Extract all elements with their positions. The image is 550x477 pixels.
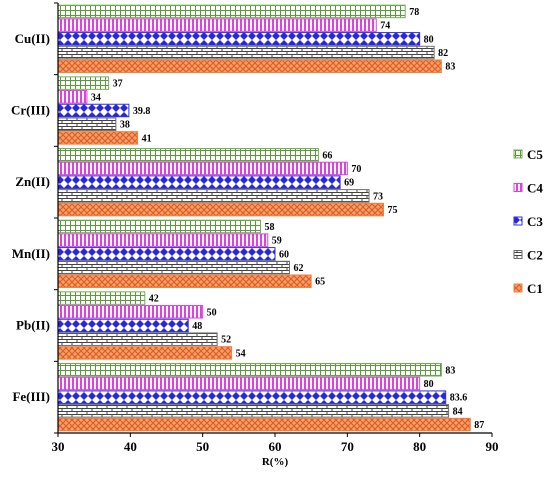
legend-label-c5: C5 <box>527 147 543 162</box>
data-label: 42 <box>149 294 159 305</box>
category-label: Cr(III) <box>11 103 50 118</box>
bar-c4-pbii <box>57 305 204 319</box>
bar-c4-cuii <box>57 18 377 32</box>
category-label: Mn(II) <box>12 246 50 261</box>
bar-c3-mnii <box>57 247 276 261</box>
data-label: 82 <box>438 48 448 59</box>
data-label: 37 <box>113 79 123 90</box>
data-label: 62 <box>293 263 303 274</box>
data-label: 50 <box>207 307 217 318</box>
bar-c3-criii <box>57 103 130 118</box>
data-label: 54 <box>236 348 246 359</box>
x-tick-label: 40 <box>124 439 137 454</box>
bar-c1-feiii <box>57 417 471 432</box>
legend-label-c3: C3 <box>527 214 543 229</box>
data-label: 65 <box>315 277 325 288</box>
bar-c2-pbii <box>57 332 218 346</box>
data-label: 83 <box>445 365 455 376</box>
bar-c3-pbii <box>57 318 189 333</box>
legend-label-c4: C4 <box>527 181 543 196</box>
bar-c2-feiii <box>57 404 450 418</box>
bar-c1-criii <box>57 131 139 145</box>
data-label: 38 <box>120 120 130 131</box>
data-label: 48 <box>192 321 202 332</box>
data-label: 39.8 <box>133 106 151 117</box>
bar-c4-mnii <box>57 233 269 247</box>
x-tick-label: 80 <box>413 439 426 454</box>
legend: C5 C4 C3 C2 C1 <box>513 147 543 296</box>
x-tick-label: 70 <box>341 439 354 454</box>
bar-c5-pbii <box>57 291 146 305</box>
bar-c4-feiii <box>57 376 421 391</box>
data-label: 84 <box>453 406 463 417</box>
legend-swatch-c1 <box>513 283 523 293</box>
bar-c2-cuii <box>57 45 435 60</box>
bar-c5-znii <box>57 148 319 162</box>
data-label: 73 <box>373 191 383 202</box>
bar-c5-cuii <box>57 4 406 19</box>
bar-c3-feiii <box>57 390 447 404</box>
x-tick-label: 90 <box>486 439 499 454</box>
x-tick-label: 50 <box>196 439 209 454</box>
plot-area: 87 84 83.6 80 83 54 52 48 50 42 65 62 60 59 58 75 73 69 70… <box>54 2 484 434</box>
data-label: 69 <box>344 178 354 189</box>
legend-swatch-c5 <box>513 149 523 159</box>
data-label: 60 <box>279 249 289 260</box>
legend-swatch-c2 <box>513 250 523 259</box>
bar-c1-pbii <box>57 346 233 360</box>
category-label: Zn(II) <box>15 174 50 189</box>
data-label: 78 <box>409 7 419 18</box>
category-label: Fe(III) <box>12 389 50 404</box>
bar-c2-criii <box>57 117 117 131</box>
bar-c4-znii <box>57 161 348 176</box>
category-label: Pb(II) <box>16 318 50 333</box>
x-tick-label: 60 <box>269 439 282 454</box>
bar-c3-znii <box>57 175 341 189</box>
data-label: 83 <box>445 62 455 73</box>
legend-swatch-c4 <box>513 183 523 192</box>
data-label: 87 <box>474 420 484 431</box>
bar-c2-znii <box>57 189 370 203</box>
x-tick-label: 30 <box>52 439 65 454</box>
legend-label-c2: C2 <box>527 248 543 263</box>
data-label: 74 <box>380 21 390 32</box>
data-label: 70 <box>351 164 361 175</box>
data-label: 75 <box>388 205 398 216</box>
data-label: 41 <box>142 133 152 144</box>
data-label: 80 <box>424 34 434 45</box>
x-axis-title: R(%) <box>262 456 289 468</box>
data-label: 66 <box>322 150 332 161</box>
bar-c5-feiii <box>57 363 442 377</box>
bar-c2-mnii <box>57 260 290 275</box>
data-label: 34 <box>91 92 101 103</box>
bar-c1-cuii <box>57 59 442 73</box>
data-label: 52 <box>221 335 231 346</box>
data-label: 83.6 <box>450 393 468 404</box>
bar-c5-mnii <box>57 219 262 234</box>
data-label: 58 <box>265 222 275 233</box>
data-label: 80 <box>424 379 434 390</box>
category-label: Cu(II) <box>15 31 50 46</box>
bar-c1-mnii <box>57 274 312 288</box>
legend-label-c1: C1 <box>527 281 543 296</box>
bar-c1-znii <box>57 202 384 217</box>
data-label: 59 <box>272 236 282 247</box>
category-labels: Fe(III) Pb(II) Mn(II) Zn(II) Cr(III) Cu(II) <box>11 31 50 404</box>
legend-swatch-c3 <box>513 216 523 226</box>
bar-c4-criii <box>57 90 88 104</box>
bar-c5-criii <box>57 76 110 90</box>
bar-c3-cuii <box>57 32 421 46</box>
x-axis: 30 40 50 60 70 80 90 <box>52 3 499 454</box>
